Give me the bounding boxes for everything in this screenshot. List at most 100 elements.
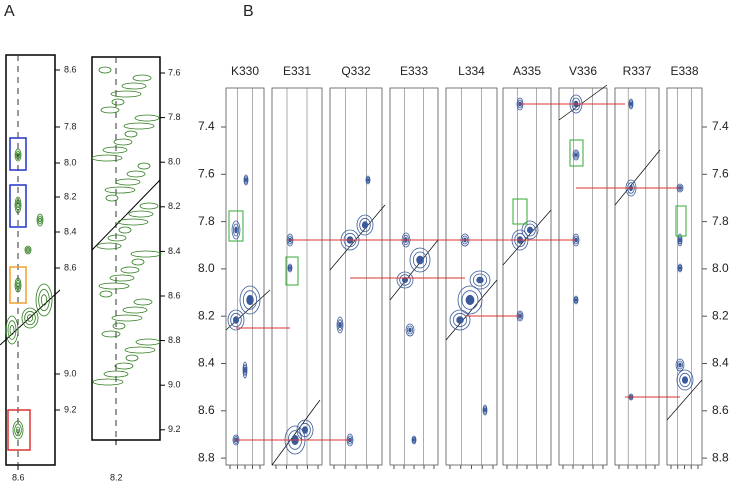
strip-label: K330	[231, 64, 259, 78]
contour	[14, 148, 22, 162]
strip-label: E331	[283, 64, 311, 78]
contour	[137, 162, 151, 170]
contour	[37, 215, 43, 225]
contour	[16, 201, 20, 209]
peak	[412, 436, 416, 444]
peak	[356, 214, 374, 236]
contour	[139, 202, 159, 210]
peak	[231, 220, 241, 240]
contour	[118, 226, 132, 234]
contour	[9, 324, 15, 336]
diagonal	[91, 179, 161, 251]
peak	[678, 266, 682, 270]
contour	[14, 423, 22, 437]
peak	[401, 276, 409, 284]
y-tick-label: 9.2	[64, 404, 77, 414]
peak	[227, 309, 245, 331]
peak	[678, 237, 682, 243]
peak	[232, 316, 240, 324]
contour	[132, 74, 152, 82]
peak	[465, 294, 475, 306]
peak	[469, 270, 491, 290]
peak	[243, 366, 247, 374]
strip-frame	[329, 87, 383, 466]
contour	[125, 354, 139, 362]
contour	[122, 306, 148, 314]
peak	[676, 369, 694, 391]
contour	[21, 307, 39, 329]
peak	[573, 151, 579, 159]
peak	[457, 285, 483, 315]
contour	[110, 90, 142, 98]
contour	[134, 114, 160, 122]
diagonal	[558, 84, 608, 121]
peak	[483, 407, 487, 413]
y-tick-label: 8.4	[712, 356, 729, 370]
highlight-box	[228, 210, 244, 242]
y-tick-label: 8.2	[64, 191, 77, 201]
contour	[113, 138, 133, 146]
highlight-box	[7, 409, 31, 451]
contour	[107, 234, 127, 242]
y-tick-label: 7.6	[198, 166, 215, 180]
strip-frame	[614, 87, 660, 466]
contour	[120, 266, 140, 274]
contour	[102, 146, 128, 154]
contour	[98, 66, 112, 74]
x-label: 8.2	[110, 472, 123, 482]
peak	[361, 221, 369, 229]
peak	[366, 176, 370, 184]
peak	[679, 372, 691, 388]
contour	[15, 279, 21, 291]
panel-b: K330 E331 Q332 E333 L334 A335 V336 R337 E338 7.4 7…	[198, 64, 729, 469]
contour	[25, 246, 31, 254]
strip-frame	[225, 87, 265, 466]
contour	[91, 154, 123, 162]
strip-frame	[502, 87, 552, 466]
contour	[131, 258, 145, 266]
peak	[288, 264, 292, 272]
contour	[124, 346, 156, 354]
peak	[399, 274, 411, 286]
y-tick-label: 7.8	[712, 214, 729, 228]
diagonal	[614, 149, 661, 206]
peak	[409, 247, 431, 273]
peak	[572, 149, 580, 161]
strip-frame	[91, 56, 161, 441]
highlight-box	[9, 184, 27, 228]
y-tick-label: 8.8	[198, 450, 215, 464]
peak	[521, 220, 539, 240]
contour	[16, 282, 20, 288]
y-tick-label: 8.0	[198, 261, 215, 275]
contour	[111, 98, 125, 106]
y-tick-label: 7.4	[198, 119, 215, 133]
diagonal	[666, 379, 703, 421]
diagonal	[0, 289, 61, 346]
y-tick-label: 8.4	[64, 226, 77, 236]
peak	[483, 406, 487, 414]
contour	[26, 314, 34, 322]
peak	[677, 263, 683, 273]
peak	[629, 101, 633, 107]
strip-label: R337	[623, 64, 652, 78]
peak	[242, 290, 258, 310]
peak	[461, 290, 479, 310]
peak	[405, 323, 415, 337]
y-tick-label: 8.0	[712, 261, 729, 275]
contour	[128, 210, 154, 218]
y-tick-label: 8.0	[64, 157, 77, 167]
contour	[100, 106, 120, 114]
peak	[476, 276, 484, 284]
strip-label: A335	[513, 64, 541, 78]
peak	[243, 174, 249, 186]
contour	[14, 196, 22, 214]
contour	[38, 217, 42, 223]
y-tick-label: 8.4	[168, 246, 181, 256]
y-tick-label: 8.2	[198, 308, 215, 322]
peak	[336, 316, 344, 334]
contour	[35, 283, 53, 317]
contour	[123, 122, 155, 130]
peak	[449, 309, 471, 331]
peak	[230, 312, 242, 328]
y-tick-label: 8.6	[64, 262, 77, 272]
